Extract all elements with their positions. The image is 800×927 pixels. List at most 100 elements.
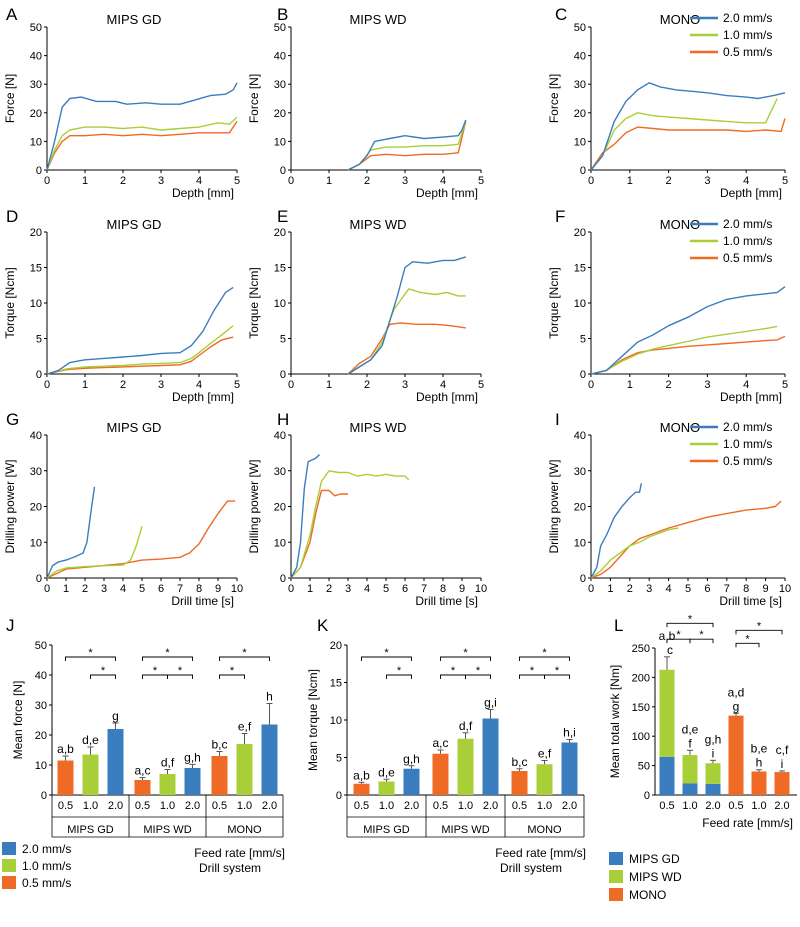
y-tick-label: 20 <box>35 730 47 742</box>
series-line-20 <box>46 82 238 171</box>
x-tick-label: 1.0 <box>537 800 552 812</box>
y-tick-label: 50 <box>574 22 586 34</box>
sig-bracket <box>519 656 570 661</box>
legend-label: 0.5 mm/s <box>22 876 71 890</box>
x-tick-label: 1.0 <box>682 800 697 812</box>
x-tick-label: 2 <box>627 583 633 595</box>
bar-label: g <box>733 699 740 713</box>
series-line-10 <box>590 527 679 579</box>
x-tick-label: 8 <box>440 583 446 595</box>
sig-star: * <box>101 665 106 677</box>
x-axis-label-2: Drill system <box>199 861 261 875</box>
y-tick-label: 250 <box>632 643 650 655</box>
bar-label: d,e <box>378 765 395 779</box>
bar <box>561 742 578 795</box>
panel-title: MIPS GD <box>107 12 162 27</box>
x-tick-label: 1 <box>326 379 332 391</box>
bar <box>457 738 474 795</box>
x-tick-label: 8 <box>743 583 749 595</box>
panel-letter: B <box>277 5 288 24</box>
panel-title: MIPS WD <box>349 217 406 232</box>
panel-letter: J <box>6 616 15 635</box>
x-tick-label: 4 <box>440 379 446 391</box>
bar-label: g,h <box>403 752 420 766</box>
y-tick-label: 15 <box>274 263 286 275</box>
x-tick-label: 7 <box>724 583 730 595</box>
sig-star: * <box>745 633 750 645</box>
x-tick-label: 0.5 <box>58 800 73 812</box>
x-tick-label: 2.0 <box>562 800 577 812</box>
panel-letter: L <box>614 616 623 635</box>
x-tick-label: 0 <box>288 175 294 187</box>
x-axis-label: Drill time [s] <box>415 594 478 608</box>
y-tick-label: 40 <box>30 51 42 63</box>
bar-segment <box>659 669 675 757</box>
legend-label: MONO <box>629 888 666 902</box>
y-axis-label: Torque [Ncm] <box>547 267 561 338</box>
x-tick-label: 3 <box>345 583 351 595</box>
y-tick-label: 10 <box>30 136 42 148</box>
x-tick-label: 1 <box>82 175 88 187</box>
x-tick-label: 0 <box>44 175 50 187</box>
x-tick-label: 2.0 <box>483 800 498 812</box>
x-tick-label: 1.0 <box>237 800 252 812</box>
panel-K: K 0 5 10 15 20 Mean torque [Ncm] a,b 0.5 d,e 1.0 g,… <box>306 616 586 875</box>
bar-label: c,f <box>776 743 789 757</box>
sig-bracket <box>465 674 491 679</box>
speed-legend: 2.0 mm/s 1.0 mm/s 0.5 mm/s <box>690 217 772 265</box>
speed-legend: 2.0 mm/s 1.0 mm/s 0.5 mm/s <box>690 11 772 59</box>
legend-label: 1.0 mm/s <box>723 234 772 248</box>
series-line-05 <box>590 500 782 579</box>
y-tick-label: 10 <box>35 760 47 772</box>
x-tick-label: 5 <box>383 583 389 595</box>
sig-star: * <box>476 665 481 677</box>
y-tick-label: 20 <box>30 227 42 239</box>
series-line-20 <box>347 119 467 171</box>
bar-label: c <box>667 643 673 657</box>
bar-label: a,d <box>728 685 745 699</box>
sig-star: * <box>688 613 693 625</box>
bar-label: g,h <box>705 732 722 746</box>
sig-bracket <box>735 629 783 635</box>
series-line-10 <box>347 121 467 171</box>
bar-label: h <box>266 690 273 704</box>
y-tick-label: 100 <box>632 731 650 743</box>
y-tick-label: 50 <box>638 761 650 773</box>
bar <box>482 718 499 795</box>
legend-label: 2.0 mm/s <box>723 217 772 231</box>
sig-bracket <box>386 674 412 679</box>
bar <box>353 783 370 795</box>
x-axis-label: Depth [mm] <box>720 186 782 200</box>
bar-segment <box>705 763 721 784</box>
y-axis-label: Torque [Ncm] <box>3 267 17 338</box>
y-tick-label: 20 <box>574 227 586 239</box>
sig-star: * <box>699 629 704 641</box>
y-tick-label: 200 <box>632 672 650 684</box>
y-tick-label: 15 <box>574 263 586 275</box>
series-line-05 <box>290 489 348 579</box>
bar-label: a,c <box>134 764 150 778</box>
x-tick-label: 1.0 <box>751 800 766 812</box>
bar-label: a,b <box>353 768 370 782</box>
x-tick-label: 8 <box>196 583 202 595</box>
y-tick-label: 0 <box>280 573 286 585</box>
bar-segment <box>682 755 698 784</box>
bar-label: b,c <box>511 755 527 769</box>
group-label: MONO <box>227 824 262 836</box>
x-tick-label: 1 <box>627 175 633 187</box>
legend-swatch <box>609 870 623 883</box>
sig-star: * <box>153 665 158 677</box>
panel-title: MONO <box>660 12 700 27</box>
x-tick-label: 2.0 <box>262 800 277 812</box>
legend-swatch <box>609 888 623 901</box>
bar-segment <box>682 783 698 795</box>
x-tick-label: 0.5 <box>433 800 448 812</box>
x-axis-label: Depth [mm] <box>720 390 782 404</box>
x-tick-label: 2.0 <box>774 800 789 812</box>
bar-segment <box>705 783 721 795</box>
bar-label: h <box>756 756 763 770</box>
